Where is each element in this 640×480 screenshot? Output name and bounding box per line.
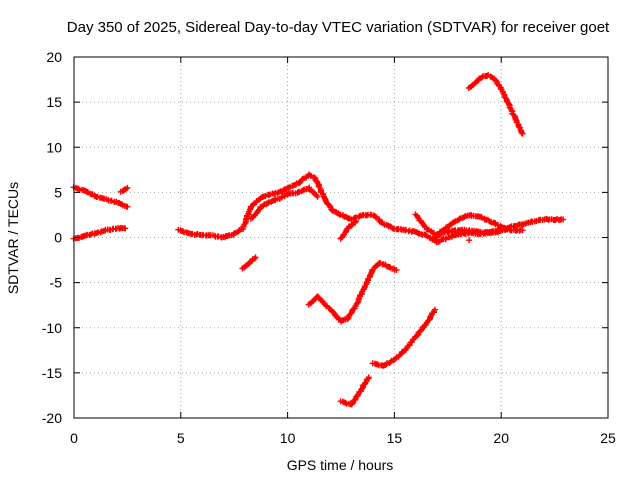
data-point-run [402, 334, 418, 354]
data-point-run [306, 184, 320, 199]
data-point-run [412, 211, 428, 231]
y-tick-label: 15 [46, 94, 62, 110]
data-point-run [344, 219, 359, 232]
data-point-run [433, 235, 449, 246]
data-point [519, 130, 526, 137]
data-point-run [348, 389, 363, 408]
data-point-run [337, 226, 350, 242]
data-point-run [246, 255, 258, 266]
data-point [393, 266, 400, 273]
data-point-run [504, 99, 517, 118]
data-point-run [117, 186, 129, 195]
data-point-run [352, 286, 367, 309]
axis-ticks: 0 5 10 15 20 25 -20 -15 -10 -5 0 5 10 15 20 [42, 49, 616, 446]
data-point-run [370, 212, 386, 226]
y-tick-label: 5 [54, 184, 62, 200]
grid-lines [74, 57, 608, 418]
data-point [431, 306, 438, 313]
data-point [252, 254, 259, 261]
data-point-run [479, 73, 490, 81]
data-point-run [412, 322, 429, 340]
y-tick-label: -10 [42, 320, 62, 336]
chart-title: Day 350 of 2025, Sidereal Day-to-day VTE… [67, 19, 610, 36]
y-tick-label: -15 [42, 365, 62, 381]
series-arc-12 [305, 260, 400, 325]
series-arc-3 [70, 224, 129, 242]
series-arc-1 [70, 184, 131, 210]
data-point-run [423, 308, 437, 326]
data-point [314, 193, 321, 200]
data-point-run [323, 302, 337, 316]
data-point-run [267, 189, 281, 198]
y-tick-label: -20 [42, 410, 62, 426]
data-point [498, 226, 505, 233]
x-tick-label: 5 [177, 430, 185, 446]
y-tick-label: 0 [54, 230, 62, 246]
series-arc-7 [239, 254, 259, 272]
data-markers [70, 72, 567, 408]
data-point [122, 225, 129, 232]
series-arc-13 [337, 374, 372, 408]
series-arc-9 [429, 226, 505, 243]
data-point-run [487, 218, 504, 229]
y-tick-label: 10 [46, 139, 62, 155]
data-point-run [314, 293, 328, 308]
data-point [352, 218, 359, 225]
x-tick-label: 10 [280, 430, 296, 446]
data-point-run [247, 204, 264, 222]
y-tick-label: -5 [50, 275, 63, 291]
data-point [466, 237, 473, 244]
data-point-run [306, 171, 318, 181]
x-tick-label: 15 [387, 430, 403, 446]
x-axis-label: GPS time / hours [287, 457, 394, 473]
data-point [124, 203, 131, 210]
data-point [560, 216, 567, 223]
data-point [519, 227, 526, 234]
y-axis-label: SDTVAR / TECUs [5, 182, 21, 294]
data-point-run [275, 186, 290, 195]
data-point [124, 184, 131, 191]
series-arc-10 [466, 237, 473, 244]
data-point-run [472, 75, 484, 86]
data-point-run [465, 80, 478, 91]
series-arc-6 [337, 218, 359, 242]
series-arc-11 [465, 72, 526, 137]
series-arc-5 [247, 184, 321, 222]
data-point-run [337, 211, 353, 222]
data-point-run [357, 375, 372, 395]
y-tick-label: 20 [46, 49, 62, 65]
data-point-run [239, 260, 252, 272]
data-point-run [429, 231, 444, 243]
x-tick-label: 0 [70, 430, 78, 446]
data-point-run [511, 113, 525, 136]
data-point [365, 374, 372, 381]
series-arc-2 [117, 184, 131, 195]
x-tick-label: 20 [493, 430, 509, 446]
series-arc-14 [369, 306, 438, 369]
data-point-run [248, 195, 264, 210]
x-tick-label: 25 [600, 430, 616, 446]
